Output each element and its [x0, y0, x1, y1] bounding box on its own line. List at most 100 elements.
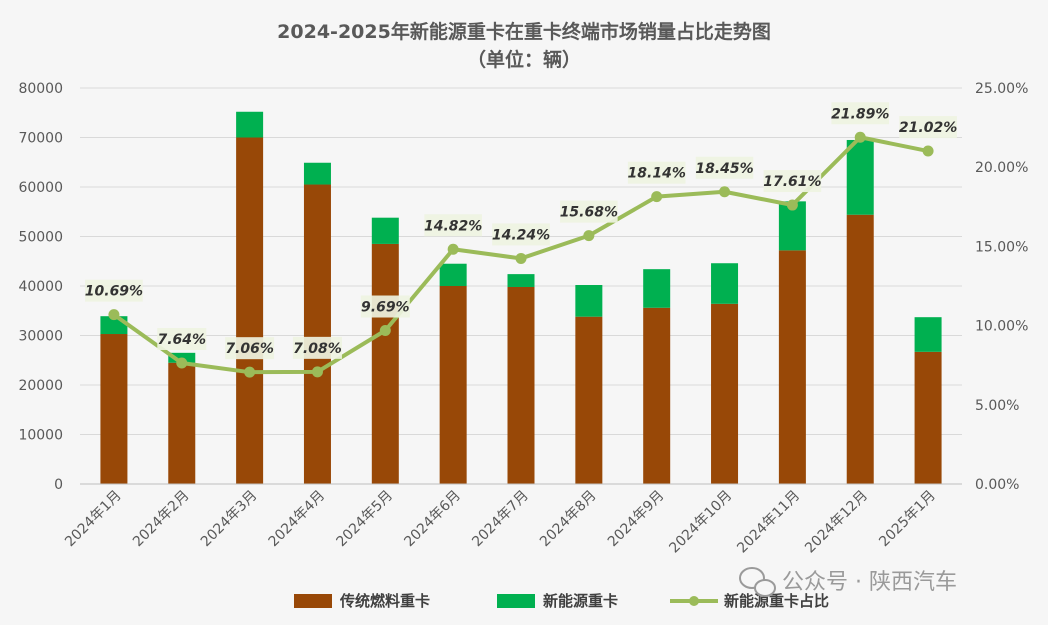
bar-traditional — [914, 351, 942, 484]
left-tick-label: 60000 — [18, 180, 63, 196]
left-tick-label: 30000 — [18, 329, 63, 345]
right-axis: 0.00% 5.00% 10.00% 15.00% 20.00% 25.00% — [975, 81, 1028, 493]
bar-traditional — [303, 184, 331, 484]
right-tick-label: 0.00% — [975, 477, 1019, 493]
x-tick-label: 2024年4月 — [266, 488, 329, 551]
bar-new-energy — [711, 263, 739, 304]
bar-new-energy — [303, 162, 331, 185]
share-point — [515, 252, 527, 264]
share-point — [922, 145, 934, 157]
share-data-label: 17.61% — [763, 174, 821, 190]
right-tick-label: 20.00% — [975, 160, 1028, 176]
x-tick-label: 2024年2月 — [130, 488, 193, 551]
left-tick-label: 20000 — [18, 378, 63, 394]
left-tick-label: 50000 — [18, 230, 63, 246]
left-tick-label: 70000 — [18, 131, 63, 147]
x-tick-label: 2025年1月 — [876, 488, 939, 551]
bar-traditional — [371, 243, 399, 484]
share-point — [311, 366, 323, 378]
left-tick-label: 80000 — [18, 81, 63, 97]
share-data-label: 18.45% — [695, 161, 753, 177]
bars-group — [100, 111, 942, 484]
share-data-label: 7.08% — [293, 341, 342, 357]
chart-title: 2024-2025年新能源重卡在重卡终端市场销量占比走势图 — [277, 20, 771, 43]
data-label-box — [225, 337, 275, 360]
right-tick-label: 10.00% — [975, 319, 1028, 335]
wechat-icon — [739, 567, 776, 597]
bar-traditional — [711, 303, 739, 484]
left-tick-label: 0 — [54, 477, 63, 493]
bar-traditional — [643, 307, 671, 484]
share-data-label: 14.82% — [424, 218, 482, 234]
left-tick-label: 40000 — [18, 279, 63, 295]
x-tick-label: 2024年10月 — [666, 488, 735, 557]
bar-traditional — [439, 286, 467, 484]
legend-swatch-new-energy — [497, 594, 535, 608]
share-point — [786, 199, 798, 211]
share-line-group: 10.69% 7.64% 7.06% 7.08% 9.69% 14.82% 14.24% 15… — [85, 102, 957, 378]
bar-traditional — [100, 334, 128, 484]
bar-traditional — [168, 362, 196, 484]
share-point — [583, 230, 595, 242]
data-label-box — [627, 161, 686, 184]
bar-new-energy — [236, 111, 264, 138]
data-label-box — [360, 295, 410, 318]
share-data-label: 21.02% — [899, 120, 957, 136]
data-label-box — [492, 223, 550, 246]
bar-new-energy — [575, 285, 603, 317]
right-tick-label: 5.00% — [975, 398, 1019, 414]
bar-new-energy — [914, 317, 942, 352]
share-data-label: 10.69% — [85, 284, 143, 300]
x-tick-label: 2024年9月 — [605, 488, 668, 551]
data-label-box — [763, 170, 822, 193]
bar-traditional — [778, 250, 806, 484]
bar-new-energy — [439, 263, 467, 286]
share-data-label: 21.89% — [831, 106, 889, 122]
left-axis: 0 10000 20000 30000 40000 50000 60000 70000 8000… — [18, 81, 63, 493]
data-label-box — [85, 279, 143, 302]
legend-label-share: 新能源重卡占比 — [724, 592, 829, 610]
x-axis: 2024年1月 2024年2月 2024年3月 2024年4月 2024年5月 2024年… — [62, 483, 962, 557]
bar-new-energy — [371, 217, 399, 244]
data-label-box — [899, 116, 957, 139]
x-tick-label: 2024年8月 — [537, 488, 600, 551]
right-tick-label: 25.00% — [975, 81, 1028, 97]
right-tick-label: 15.00% — [975, 239, 1028, 255]
share-point — [854, 131, 866, 143]
bar-traditional — [846, 214, 874, 484]
share-point — [651, 191, 663, 203]
legend-swatch-marker — [689, 596, 699, 606]
bar-traditional — [575, 316, 603, 484]
watermark: 公众号 · 陕西汽车 — [739, 567, 957, 597]
share-point — [447, 243, 459, 255]
share-data-label: 7.64% — [157, 332, 206, 348]
data-label-box — [424, 214, 482, 237]
legend-label-traditional: 传统燃料重卡 — [339, 592, 430, 610]
share-data-label: 14.24% — [492, 227, 550, 243]
legend-label-new-energy: 新能源重卡 — [543, 592, 618, 610]
x-tick-label: 2024年11月 — [734, 488, 803, 557]
bar-traditional — [507, 286, 535, 484]
share-data-label: 18.14% — [628, 166, 686, 182]
data-label-box — [157, 327, 207, 350]
share-data-label: 9.69% — [361, 300, 410, 316]
legend-swatch-traditional — [294, 594, 332, 608]
share-point — [108, 309, 120, 321]
share-point — [176, 357, 188, 369]
data-label-box — [560, 200, 618, 223]
bar-new-energy — [507, 274, 535, 287]
bar-new-energy — [643, 269, 671, 308]
x-tick-label: 2024年12月 — [802, 488, 871, 557]
x-tick-label: 2024年5月 — [334, 488, 397, 551]
share-data-label: 7.06% — [225, 341, 274, 357]
legend: 传统燃料重卡 新能源重卡 新能源重卡占比 — [294, 592, 829, 610]
data-label-box — [292, 336, 342, 359]
share-point — [244, 366, 256, 378]
x-tick-label: 2024年1月 — [62, 488, 125, 551]
share-point — [719, 186, 731, 198]
bar-traditional — [236, 137, 264, 484]
x-tick-label: 2024年6月 — [401, 488, 464, 551]
chart-subtitle: （单位：辆） — [467, 48, 581, 71]
